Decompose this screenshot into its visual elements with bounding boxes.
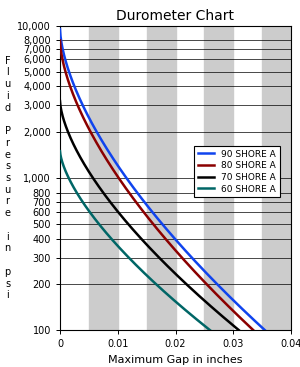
90 SHORE A bbox=[58, 27, 62, 31]
Text: s: s bbox=[5, 161, 10, 171]
80 SHORE A bbox=[252, 328, 255, 333]
Text: i: i bbox=[6, 232, 9, 242]
60 SHORE A bbox=[208, 328, 212, 333]
90 SHORE A bbox=[207, 274, 211, 278]
70 SHORE A bbox=[171, 269, 174, 273]
80 SHORE A bbox=[180, 255, 184, 259]
70 SHORE A bbox=[58, 99, 62, 103]
Line: 90 SHORE A: 90 SHORE A bbox=[60, 29, 265, 330]
70 SHORE A bbox=[188, 286, 192, 290]
Line: 80 SHORE A: 80 SHORE A bbox=[60, 40, 254, 330]
Text: s: s bbox=[5, 279, 10, 289]
Text: u: u bbox=[4, 79, 10, 89]
Text: F: F bbox=[5, 55, 10, 66]
60 SHORE A bbox=[167, 294, 171, 298]
Text: l: l bbox=[6, 67, 9, 77]
70 SHORE A bbox=[237, 328, 241, 333]
Text: d: d bbox=[4, 102, 10, 113]
80 SHORE A bbox=[199, 276, 202, 280]
Line: 60 SHORE A: 60 SHORE A bbox=[60, 151, 210, 330]
Text: p: p bbox=[4, 267, 10, 277]
Text: i: i bbox=[6, 91, 9, 101]
60 SHORE A bbox=[107, 234, 111, 238]
90 SHORE A bbox=[140, 196, 143, 200]
Text: n: n bbox=[4, 243, 10, 254]
90 SHORE A bbox=[263, 328, 267, 333]
60 SHORE A bbox=[58, 149, 62, 153]
90 SHORE A bbox=[206, 273, 210, 277]
Bar bbox=[89, 26, 118, 330]
60 SHORE A bbox=[118, 246, 121, 250]
90 SHORE A bbox=[83, 107, 86, 112]
80 SHORE A bbox=[82, 115, 85, 120]
Text: r: r bbox=[5, 138, 10, 148]
Title: Durometer Chart: Durometer Chart bbox=[116, 9, 235, 23]
80 SHORE A bbox=[198, 275, 201, 279]
Bar bbox=[262, 26, 291, 330]
70 SHORE A bbox=[80, 157, 83, 162]
Text: P: P bbox=[4, 126, 10, 136]
70 SHORE A bbox=[116, 210, 120, 214]
Text: u: u bbox=[4, 185, 10, 195]
60 SHORE A bbox=[76, 193, 80, 197]
70 SHORE A bbox=[188, 285, 191, 289]
90 SHORE A bbox=[125, 176, 129, 181]
Text: r: r bbox=[5, 196, 10, 207]
60 SHORE A bbox=[153, 280, 156, 285]
Bar bbox=[204, 26, 233, 330]
X-axis label: Maximum Gap in inches: Maximum Gap in inches bbox=[108, 355, 243, 365]
Line: 70 SHORE A: 70 SHORE A bbox=[60, 101, 239, 330]
80 SHORE A bbox=[58, 38, 62, 43]
Legend: 90 SHORE A, 80 SHORE A, 70 SHORE A, 60 SHORE A: 90 SHORE A, 80 SHORE A, 70 SHORE A, 60 S… bbox=[194, 146, 280, 197]
60 SHORE A bbox=[167, 293, 170, 298]
80 SHORE A bbox=[135, 201, 138, 205]
70 SHORE A bbox=[129, 225, 133, 229]
90 SHORE A bbox=[187, 252, 191, 257]
Text: e: e bbox=[4, 149, 10, 160]
Text: e: e bbox=[4, 208, 10, 218]
Text: i: i bbox=[6, 290, 9, 301]
80 SHORE A bbox=[121, 182, 125, 186]
Text: s: s bbox=[5, 173, 10, 183]
Bar bbox=[147, 26, 175, 330]
